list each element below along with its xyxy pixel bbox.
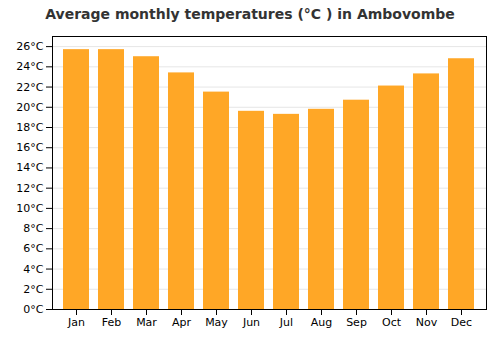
- svg-text:Oct: Oct: [382, 316, 402, 329]
- svg-text:6°C: 6°C: [23, 242, 43, 255]
- svg-text:0°C: 0°C: [23, 303, 43, 316]
- svg-text:2°C: 2°C: [23, 283, 43, 296]
- svg-text:Jul: Jul: [279, 316, 293, 329]
- svg-text:Mar: Mar: [136, 316, 157, 329]
- svg-text:14°C: 14°C: [16, 161, 43, 174]
- svg-text:Jun: Jun: [242, 316, 260, 329]
- svg-text:10°C: 10°C: [16, 202, 43, 215]
- svg-text:12°C: 12°C: [16, 182, 43, 195]
- svg-text:Sep: Sep: [346, 316, 367, 329]
- svg-text:Apr: Apr: [172, 316, 192, 329]
- svg-text:4°C: 4°C: [23, 263, 43, 276]
- svg-text:Jan: Jan: [67, 316, 85, 329]
- svg-text:8°C: 8°C: [23, 222, 43, 235]
- svg-text:Nov: Nov: [416, 316, 438, 329]
- svg-text:18°C: 18°C: [16, 121, 43, 134]
- svg-text:22°C: 22°C: [16, 81, 43, 94]
- svg-text:Aug: Aug: [311, 316, 332, 329]
- svg-text:May: May: [205, 316, 228, 329]
- svg-text:20°C: 20°C: [16, 101, 43, 114]
- svg-text:Dec: Dec: [451, 316, 472, 329]
- svg-text:16°C: 16°C: [16, 141, 43, 154]
- svg-text:24°C: 24°C: [16, 60, 43, 73]
- svg-text:26°C: 26°C: [16, 40, 43, 53]
- svg-text:Feb: Feb: [102, 316, 121, 329]
- html-text:Average monthly temperatures (: Average monthly temperatures (°C ) in Am…: [45, 6, 455, 22]
